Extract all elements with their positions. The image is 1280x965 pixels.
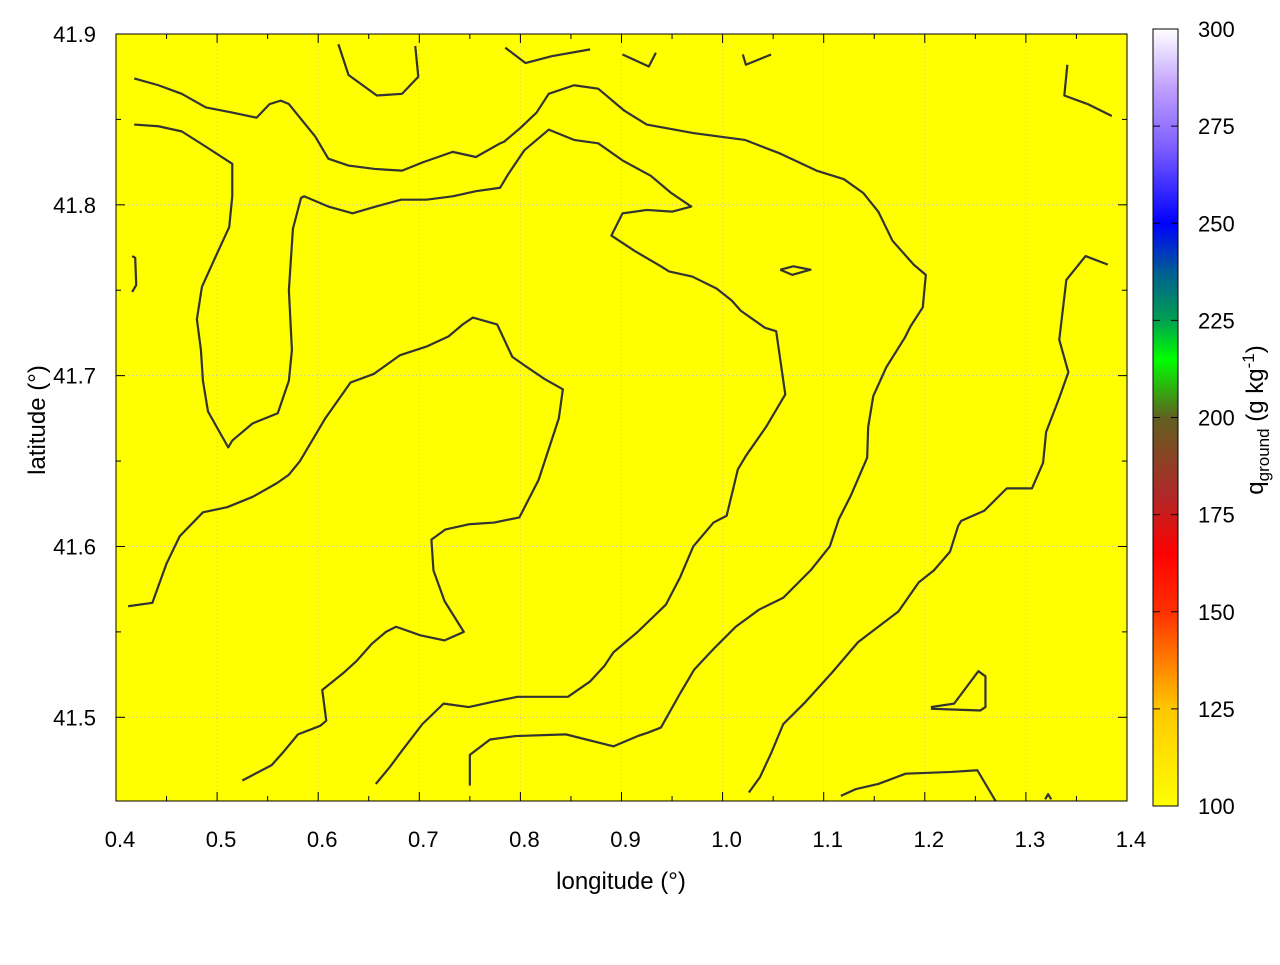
colorbar-ticks: 100 125 150 175 200 225 250 275 300 xyxy=(1153,17,1235,819)
contour-line xyxy=(133,77,927,786)
x-tick-labels: 0.4 0.5 0.6 0.7 0.8 0.9 1.0 1.1 1.2 1.3 1.4 xyxy=(105,827,1147,852)
x-tick-label: 0.8 xyxy=(509,827,540,852)
x-tick-label: 0.6 xyxy=(307,827,338,852)
colorbar-tick-label: 100 xyxy=(1198,794,1235,819)
axis-ticks xyxy=(115,33,1128,801)
contour-line xyxy=(134,123,787,785)
x-tick-label: 1.0 xyxy=(711,827,742,852)
y-axis-label: latitude (°) xyxy=(24,365,51,475)
contour-line xyxy=(930,670,987,712)
contour-line xyxy=(337,43,420,97)
contour-line xyxy=(747,254,1109,794)
plot-background-field xyxy=(116,34,1127,801)
contour-line xyxy=(127,316,564,782)
x-tick-label: 1.3 xyxy=(1015,827,1046,852)
y-tick-label: 41.7 xyxy=(53,364,96,389)
contour-line xyxy=(741,53,772,66)
y-tick-label: 41.9 xyxy=(53,22,96,47)
x-tick-label: 1.2 xyxy=(914,827,945,852)
x-axis-label: longitude (°) xyxy=(556,868,686,895)
contour-line xyxy=(622,52,657,68)
x-tick-label: 1.1 xyxy=(812,827,843,852)
x-tick-label: 1.4 xyxy=(1116,827,1147,852)
contour-line xyxy=(840,769,997,802)
y-tick-label: 41.8 xyxy=(53,193,96,218)
colorbar-tick-label: 175 xyxy=(1198,503,1235,528)
y-tick-label: 41.5 xyxy=(53,705,96,730)
x-tick-label: 0.5 xyxy=(206,827,237,852)
colorbar-label: qground (g kg-1) xyxy=(1239,345,1273,494)
contour-line xyxy=(504,46,591,65)
colorbar-tick-label: 250 xyxy=(1198,211,1235,236)
contour-line xyxy=(1044,793,1053,800)
colorbar-tick-label: 125 xyxy=(1198,697,1235,722)
x-tick-label: 0.4 xyxy=(105,827,136,852)
colorbar-tick-label: 150 xyxy=(1198,600,1235,625)
x-tick-label: 0.7 xyxy=(408,827,439,852)
grid xyxy=(116,34,1127,801)
contour-lines xyxy=(127,43,1113,802)
colorbar-tick-label: 300 xyxy=(1198,17,1235,42)
colorbar-tick-label: 275 xyxy=(1198,114,1235,139)
y-tick-labels: 41.5 41.6 41.7 41.8 41.9 xyxy=(53,22,96,730)
contour-line xyxy=(779,265,812,276)
colorbar-tick-label: 200 xyxy=(1198,406,1235,431)
contour-line xyxy=(131,255,138,293)
contour-line xyxy=(1063,64,1113,117)
x-tick-label: 0.9 xyxy=(610,827,641,852)
y-tick-label: 41.6 xyxy=(53,534,96,559)
colorbar-tick-label: 225 xyxy=(1198,308,1235,333)
